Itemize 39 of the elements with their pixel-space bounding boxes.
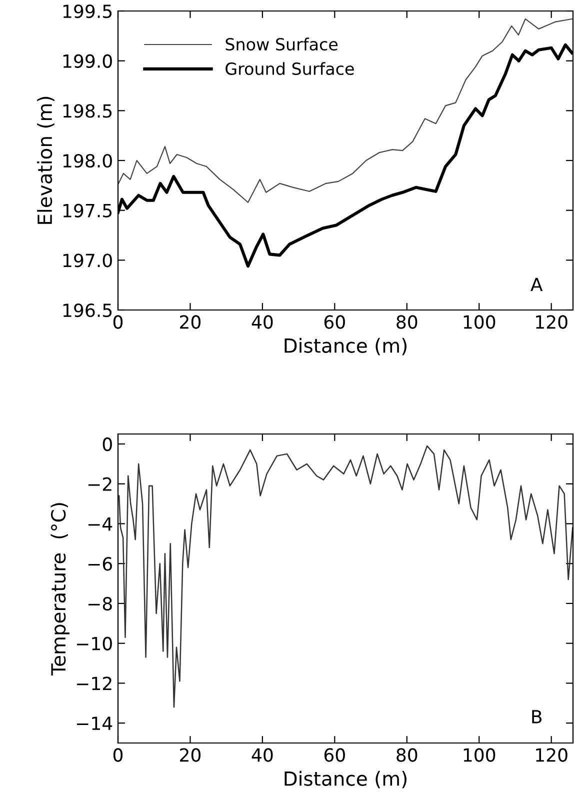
legend-label: Snow Surface <box>226 38 338 51</box>
y-tick-label: −12 <box>76 676 112 690</box>
y-tick-label: −8 <box>88 596 112 611</box>
y-tick-label: −10 <box>76 636 112 650</box>
y-tick-label: −4 <box>88 517 112 531</box>
legend-label: Ground Surface <box>226 62 354 76</box>
y-tick-label: 197.0 <box>63 254 112 268</box>
x-tick-label: 60 <box>324 315 345 329</box>
x-axis-title: Distance (m) <box>284 770 406 788</box>
y-tick-label: 196.5 <box>63 303 112 318</box>
line-series <box>118 445 573 708</box>
annotation: A <box>530 278 543 292</box>
annotation: B <box>532 710 542 724</box>
x-tick-label: 40 <box>252 315 273 329</box>
y-tick-label: −6 <box>88 557 112 571</box>
x-tick-label: 20 <box>180 315 201 329</box>
x-tick-label: 120 <box>536 315 568 329</box>
y-axis-title: Temperature (°C) <box>50 503 70 676</box>
x-tick-label: 120 <box>536 748 568 762</box>
line-series <box>118 18 572 203</box>
y-tick-label: 0 <box>102 437 112 452</box>
y-tick-label: 199.0 <box>63 54 112 68</box>
x-tick-label: 100 <box>464 748 496 762</box>
y-tick-label: −2 <box>88 477 112 491</box>
x-tick-label: 0 <box>113 748 123 762</box>
x-tick-label: 0 <box>113 315 123 329</box>
x-tick-label: 100 <box>464 315 496 329</box>
y-tick-label: 199.5 <box>63 4 112 18</box>
x-tick-label: 80 <box>396 748 418 762</box>
y-tick-label: 198.0 <box>63 154 112 168</box>
y-axis-title: Elevation (m) <box>37 96 54 224</box>
y-tick-label: −14 <box>76 716 112 730</box>
x-tick-label: 40 <box>252 748 273 762</box>
x-tick-label: 80 <box>396 315 418 329</box>
x-axis-title: Distance (m) <box>284 338 406 356</box>
y-tick-label: 197.5 <box>63 204 112 218</box>
y-tick-label: 198.5 <box>63 104 112 118</box>
x-tick-label: 20 <box>180 748 201 762</box>
x-tick-label: 60 <box>324 748 345 762</box>
